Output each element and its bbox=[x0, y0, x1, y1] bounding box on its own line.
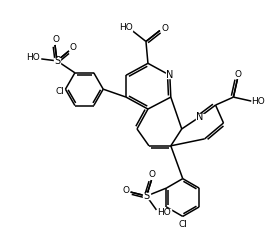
Bar bbox=[157, 209, 171, 216]
Bar bbox=[196, 114, 203, 120]
Text: HO: HO bbox=[158, 208, 171, 217]
Text: Cl: Cl bbox=[178, 220, 187, 229]
Text: O: O bbox=[161, 24, 168, 33]
Bar bbox=[120, 24, 132, 31]
Bar bbox=[166, 72, 174, 78]
Text: HO: HO bbox=[251, 97, 265, 106]
Text: N: N bbox=[196, 112, 203, 122]
Text: S: S bbox=[143, 191, 150, 201]
Text: O: O bbox=[122, 186, 129, 194]
Bar bbox=[252, 98, 264, 105]
Text: O: O bbox=[70, 44, 76, 52]
Text: N: N bbox=[166, 70, 173, 80]
Text: Cl: Cl bbox=[55, 87, 64, 96]
Text: O: O bbox=[235, 70, 242, 79]
Text: HO: HO bbox=[119, 23, 133, 32]
Bar bbox=[143, 193, 150, 199]
Text: O: O bbox=[149, 170, 156, 179]
Bar bbox=[26, 55, 40, 61]
Text: O: O bbox=[53, 34, 59, 44]
Bar bbox=[53, 58, 61, 64]
Text: HO: HO bbox=[26, 53, 40, 62]
Text: S: S bbox=[54, 56, 60, 66]
